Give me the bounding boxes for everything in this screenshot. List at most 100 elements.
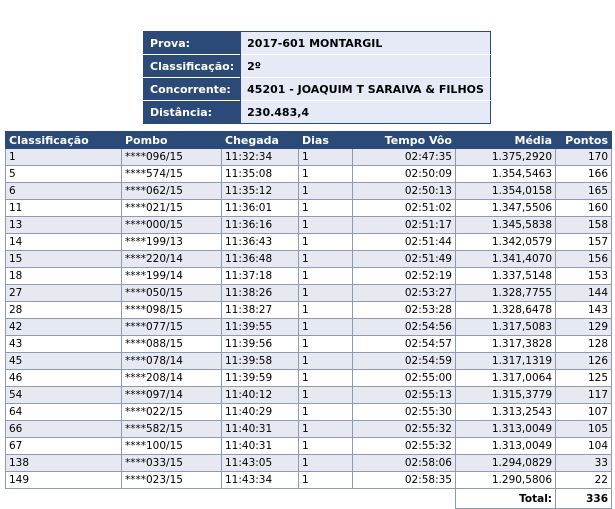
col-header-chegada[interactable]: Chegada <box>221 131 299 149</box>
table-row: 66 ****582/15 11:40:31 1 02:55:32 1.313,0049 1… <box>5 420 612 438</box>
race-info-row: Distância: 230.483,4 <box>143 100 491 124</box>
race-info-body: Prova: 2017-601 MONTARGIL Classificação: 2º… <box>143 31 491 124</box>
cell-dias: 1 <box>298 369 353 387</box>
race-info-label: Concorrente: <box>143 77 242 101</box>
cell-tempo-voo: 02:54:56 <box>352 318 456 336</box>
cell-classificacao: 149 <box>5 471 122 489</box>
cell-tempo-voo: 02:58:06 <box>352 454 456 472</box>
cell-pombo: ****021/15 <box>121 199 222 217</box>
cell-tempo-voo: 02:50:09 <box>352 165 456 183</box>
cell-pombo: ****022/15 <box>121 403 222 421</box>
race-info-label: Prova: <box>143 31 242 55</box>
cell-media: 1.313,0049 <box>455 437 556 455</box>
cell-pontos: 128 <box>555 335 612 353</box>
cell-dias: 1 <box>298 454 353 472</box>
cell-pontos: 33 <box>555 454 612 472</box>
cell-chegada: 11:39:59 <box>221 369 299 387</box>
cell-tempo-voo: 02:54:57 <box>352 335 456 353</box>
cell-pombo: ****100/15 <box>121 437 222 455</box>
table-row: 43 ****088/15 11:39:56 1 02:54:57 1.317,3828 1… <box>5 335 612 353</box>
cell-chegada: 11:36:48 <box>221 250 299 268</box>
cell-chegada: 11:39:56 <box>221 335 299 353</box>
cell-pontos: 22 <box>555 471 612 489</box>
cell-classificacao: 27 <box>5 284 122 302</box>
cell-dias: 1 <box>298 301 353 319</box>
col-header-media[interactable]: Média <box>455 131 556 149</box>
race-info-value: 45201 - JOAQUIM T SARAIVA & FILHOS <box>240 77 491 101</box>
table-row: 5 ****574/15 11:35:08 1 02:50:09 1.354,5463 16… <box>5 165 612 183</box>
race-info-row: Classificação: 2º <box>143 54 491 78</box>
table-row: 149 ****023/15 11:43:34 1 02:58:35 1.290,5806… <box>5 471 612 489</box>
col-header-classificacao[interactable]: Classificação <box>5 131 122 149</box>
cell-media: 1.354,5463 <box>455 165 556 183</box>
cell-classificacao: 43 <box>5 335 122 353</box>
col-header-dias[interactable]: Dias <box>298 131 353 149</box>
cell-dias: 1 <box>298 199 353 217</box>
cell-classificacao: 46 <box>5 369 122 387</box>
race-info-label: Distância: <box>143 100 242 124</box>
cell-dias: 1 <box>298 233 353 251</box>
table-row: 138 ****033/15 11:43:05 1 02:58:06 1.294,0829… <box>5 454 612 472</box>
cell-pontos: 153 <box>555 267 612 285</box>
total-label: Total: <box>455 488 556 509</box>
cell-tempo-voo: 02:54:59 <box>352 352 456 370</box>
col-header-pombo[interactable]: Pombo <box>121 131 222 149</box>
cell-classificacao: 1 <box>5 148 122 166</box>
cell-tempo-voo: 02:47:35 <box>352 148 456 166</box>
cell-chegada: 11:39:58 <box>221 352 299 370</box>
cell-pombo: ****097/14 <box>121 386 222 404</box>
cell-tempo-voo: 02:52:19 <box>352 267 456 285</box>
cell-chegada: 11:35:08 <box>221 165 299 183</box>
table-row: 42 ****077/15 11:39:55 1 02:54:56 1.317,5083 1… <box>5 318 612 336</box>
cell-pontos: 105 <box>555 420 612 438</box>
cell-chegada: 11:36:16 <box>221 216 299 234</box>
cell-pontos: 143 <box>555 301 612 319</box>
cell-pontos: 107 <box>555 403 612 421</box>
cell-dias: 1 <box>298 148 353 166</box>
cell-dias: 1 <box>298 352 353 370</box>
race-info-label: Classificação: <box>143 54 242 78</box>
cell-classificacao: 54 <box>5 386 122 404</box>
cell-media: 1.317,1319 <box>455 352 556 370</box>
cell-dias: 1 <box>298 318 353 336</box>
cell-pombo: ****199/14 <box>121 267 222 285</box>
cell-classificacao: 67 <box>5 437 122 455</box>
cell-media: 1.328,7755 <box>455 284 556 302</box>
table-row: 14 ****199/13 11:36:43 1 02:51:44 1.342,0579 1… <box>5 233 612 251</box>
cell-tempo-voo: 02:55:30 <box>352 403 456 421</box>
race-info-table: Prova: 2017-601 MONTARGIL Classificação: 2º… <box>143 31 491 124</box>
cell-pontos: 144 <box>555 284 612 302</box>
cell-classificacao: 18 <box>5 267 122 285</box>
table-row: 6 ****062/15 11:35:12 1 02:50:13 1.354,0158 16… <box>5 182 612 200</box>
cell-classificacao: 15 <box>5 250 122 268</box>
cell-classificacao: 42 <box>5 318 122 336</box>
cell-media: 1.347,5506 <box>455 199 556 217</box>
cell-pombo: ****220/14 <box>121 250 222 268</box>
cell-pombo: ****023/15 <box>121 471 222 489</box>
cell-pontos: 156 <box>555 250 612 268</box>
table-row: 18 ****199/14 11:37:18 1 02:52:19 1.337,5148 1… <box>5 267 612 285</box>
col-header-tempo-voo[interactable]: Tempo Vôo <box>352 131 456 149</box>
table-row: 27 ****050/15 11:38:26 1 02:53:27 1.328,7755 1… <box>5 284 612 302</box>
cell-pombo: ****000/15 <box>121 216 222 234</box>
race-info-row: Prova: 2017-601 MONTARGIL <box>143 31 491 55</box>
cell-tempo-voo: 02:58:35 <box>352 471 456 489</box>
race-info-row: Concorrente: 45201 - JOAQUIM T SARAIVA & … <box>143 77 491 101</box>
results-table: Classificação Pombo Chegada Dias Tempo V… <box>5 131 612 509</box>
cell-tempo-voo: 02:55:32 <box>352 420 456 438</box>
cell-tempo-voo: 02:51:49 <box>352 250 456 268</box>
cell-media: 1.317,5083 <box>455 318 556 336</box>
cell-pontos: 117 <box>555 386 612 404</box>
cell-media: 1.317,3828 <box>455 335 556 353</box>
cell-pombo: ****088/15 <box>121 335 222 353</box>
cell-media: 1.294,0829 <box>455 454 556 472</box>
cell-dias: 1 <box>298 250 353 268</box>
cell-pombo: ****098/15 <box>121 301 222 319</box>
col-header-pontos[interactable]: Pontos <box>555 131 612 149</box>
cell-dias: 1 <box>298 182 353 200</box>
cell-dias: 1 <box>298 420 353 438</box>
cell-media: 1.313,0049 <box>455 420 556 438</box>
cell-media: 1.341,4070 <box>455 250 556 268</box>
cell-classificacao: 6 <box>5 182 122 200</box>
table-row: 28 ****098/15 11:38:27 1 02:53:28 1.328,6478 1… <box>5 301 612 319</box>
